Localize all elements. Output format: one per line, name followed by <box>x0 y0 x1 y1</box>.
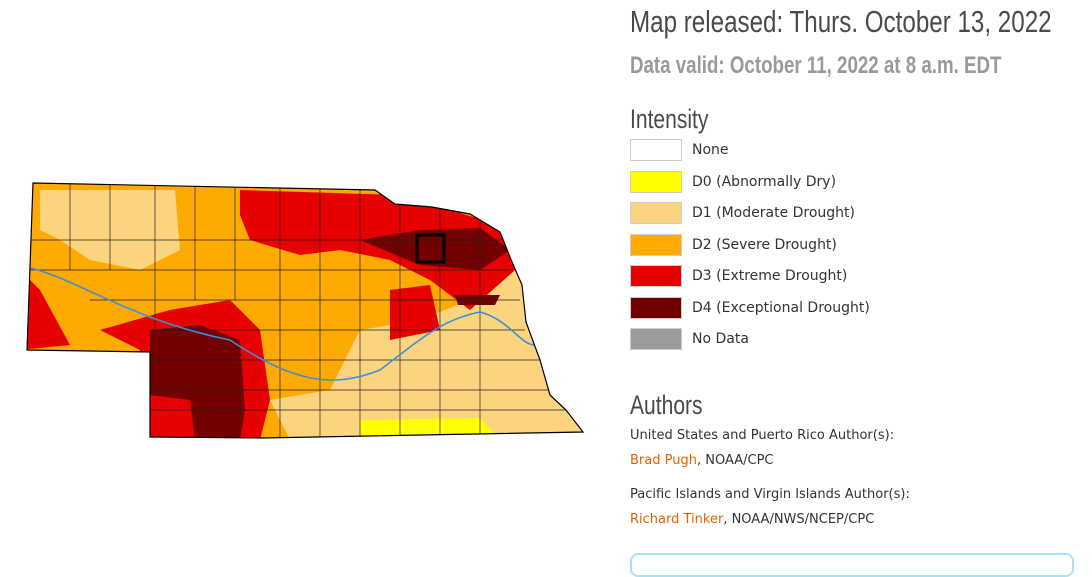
legend-item: D0 (Abnormally Dry) <box>630 170 836 194</box>
data-valid: Data valid: October 11, 2022 at 8 a.m. E… <box>630 52 1002 79</box>
author-line: Richard Tinker, NOAA/NWS/NCEP/CPC <box>630 512 874 527</box>
legend-swatch <box>630 265 682 287</box>
legend-item: None <box>630 138 729 162</box>
author-link[interactable]: Richard Tinker <box>630 512 724 527</box>
legend-swatch <box>630 328 682 350</box>
legend-item: D4 (Exceptional Drought) <box>630 296 870 320</box>
legend-swatch <box>630 202 682 224</box>
legend-swatch <box>630 233 682 256</box>
legend-item: No Data <box>630 327 749 351</box>
legend-item: D1 (Moderate Drought) <box>630 201 855 225</box>
legend-item: D3 (Extreme Drought) <box>630 264 847 288</box>
legend-swatch <box>630 170 682 193</box>
page: Map released: Thurs. October 13, 2022 Da… <box>26 4 1074 577</box>
map-title: Map released: Thurs. October 13, 2022 <box>630 4 1052 39</box>
author-affiliation: , NOAA/CPC <box>696 453 774 468</box>
drought-map <box>26 182 585 439</box>
panel-box <box>630 553 1074 577</box>
author-link[interactable]: Brad Pugh <box>630 453 697 468</box>
legend-label: D3 (Extreme Drought) <box>692 268 848 284</box>
legend-label: D4 (Exceptional Drought) <box>692 299 870 316</box>
legend-item: D2 (Severe Drought) <box>630 233 837 257</box>
legend-swatch <box>630 139 682 161</box>
legend-label: D0 (Abnormally Dry) <box>692 173 837 190</box>
author-heading: United States and Puerto Rico Author(s): <box>630 428 895 443</box>
authors-title: Authors <box>630 390 703 420</box>
author-affiliation: , NOAA/NWS/NCEP/CPC <box>723 512 875 527</box>
legend-label: No Data <box>692 331 749 347</box>
legend-label: D2 (Severe Drought) <box>692 236 837 253</box>
legend-label: D1 (Moderate Drought) <box>692 205 856 221</box>
legend-title: Intensity <box>630 104 709 134</box>
author-heading: Pacific Islands and Virgin Islands Autho… <box>630 487 910 502</box>
legend-label: None <box>692 142 729 158</box>
legend-swatch <box>630 296 682 319</box>
author-line: Brad Pugh, NOAA/CPC <box>630 453 773 468</box>
